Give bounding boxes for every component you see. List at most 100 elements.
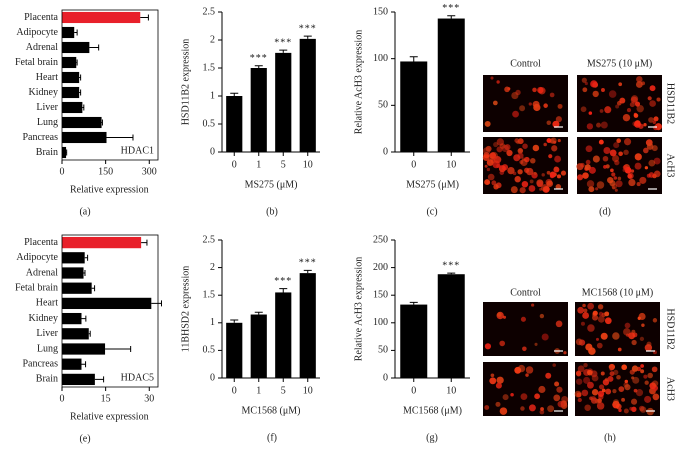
category-label: Kidney — [29, 87, 58, 98]
cell — [644, 395, 652, 403]
significance: *** — [299, 23, 317, 34]
cell — [615, 104, 620, 109]
cell — [541, 173, 545, 177]
error-bar — [105, 346, 132, 352]
category-label: Fetal brain — [15, 282, 58, 293]
cell — [524, 167, 530, 173]
x-axis-label: MS275 (μM) — [406, 179, 459, 190]
cell — [501, 144, 509, 153]
cell — [554, 381, 560, 387]
cell — [607, 176, 614, 184]
cell — [520, 393, 528, 400]
cell — [530, 157, 536, 164]
significance: *** — [274, 276, 292, 287]
cell — [608, 90, 617, 98]
cell — [515, 89, 521, 96]
cell — [595, 187, 599, 191]
x-tick-label: 300 — [142, 166, 157, 177]
y-tick-label: 100 — [373, 317, 388, 328]
cell — [506, 149, 513, 157]
y-tick-label: 0.5 — [203, 345, 216, 356]
cell — [622, 113, 631, 122]
category-label: Pancreas — [22, 358, 58, 369]
cell — [484, 164, 488, 168]
cell — [592, 314, 599, 321]
cell — [640, 364, 645, 368]
cell — [638, 312, 646, 321]
category-label: Kidney — [29, 313, 58, 324]
cell — [486, 159, 494, 166]
cell — [611, 183, 618, 190]
error-bar — [79, 89, 82, 96]
x-tick-label: 1 — [256, 159, 261, 170]
row-label: AcH3 — [665, 377, 676, 401]
cell — [575, 378, 583, 385]
cell — [528, 185, 536, 192]
cell — [556, 386, 563, 393]
cell — [541, 184, 549, 192]
cell — [627, 173, 633, 179]
cell — [636, 76, 643, 83]
cell — [643, 123, 647, 127]
cell — [656, 97, 661, 102]
bar — [62, 373, 95, 386]
cell — [644, 380, 649, 385]
cell — [651, 366, 658, 373]
cell — [631, 376, 635, 380]
y-tick-label: 150 — [373, 6, 388, 17]
bar — [250, 314, 267, 378]
row-label: AcH3 — [665, 154, 676, 178]
cell — [602, 155, 609, 162]
cell — [612, 389, 617, 394]
cell — [528, 102, 532, 106]
cell — [484, 405, 490, 410]
cell — [498, 165, 503, 169]
cell — [624, 322, 631, 329]
cell — [597, 304, 604, 310]
cell — [557, 400, 565, 408]
category-label: Fetal brain — [15, 57, 58, 68]
cell — [611, 172, 616, 177]
x-axis-label: Relative expression — [70, 184, 149, 195]
category-label: Lung — [37, 117, 58, 128]
cell — [497, 312, 502, 317]
cell — [623, 138, 632, 146]
x-tick-label: 5 — [281, 159, 286, 170]
cell — [587, 369, 593, 376]
x-tick-label: 10 — [303, 385, 313, 396]
panel-label: (a) — [79, 206, 90, 217]
cell — [630, 95, 639, 103]
cell — [555, 320, 563, 328]
category-label: Pancreas — [22, 132, 58, 143]
cell — [653, 157, 661, 165]
significance: *** — [299, 258, 317, 269]
error-bar — [141, 239, 148, 246]
cell — [651, 380, 659, 387]
cell — [499, 340, 506, 347]
cell — [510, 186, 518, 194]
cell — [519, 187, 526, 194]
cell — [635, 81, 643, 88]
y-tick-label: 1 — [210, 317, 215, 328]
bar — [62, 131, 107, 144]
significance: *** — [442, 260, 460, 271]
cell — [581, 77, 587, 83]
cell — [556, 174, 562, 179]
cell — [541, 333, 549, 341]
cell — [552, 363, 556, 367]
cell — [504, 144, 511, 151]
cell — [538, 385, 546, 394]
cell — [633, 388, 638, 393]
cell — [576, 174, 584, 181]
cell — [636, 182, 641, 187]
y-tick-label: 1.5 — [203, 62, 216, 73]
bar — [62, 297, 152, 310]
cell — [603, 165, 607, 169]
cell — [585, 159, 591, 165]
cell — [648, 159, 656, 167]
cell — [539, 187, 543, 191]
cell — [554, 155, 562, 163]
cell — [589, 396, 593, 401]
error-bar — [89, 44, 100, 51]
bar — [62, 328, 89, 340]
